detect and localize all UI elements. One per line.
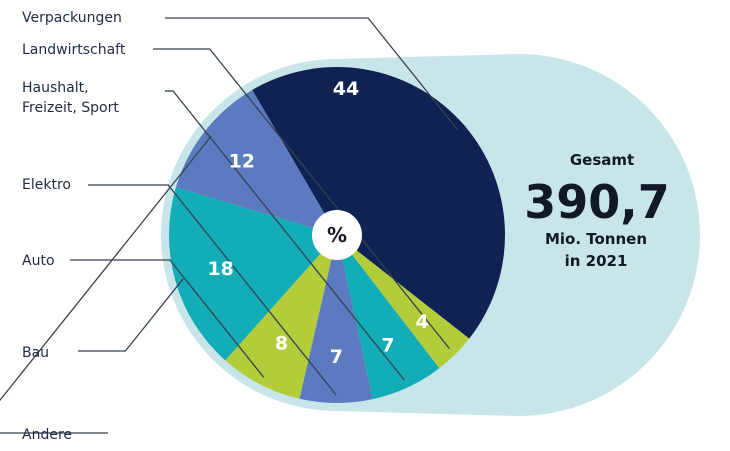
value-label-andere: 12	[229, 150, 255, 172]
value-label-bau: 18	[207, 258, 233, 280]
slice-haushalt-freizeit-sport	[337, 235, 440, 400]
leader-line-haushalt-freizeit-sport	[165, 90, 405, 381]
leader-line-elektro	[88, 184, 337, 396]
total-heading: Gesamt	[570, 151, 634, 169]
category-label-verpackungen: Verpackungen	[22, 10, 122, 26]
slice-auto	[225, 235, 337, 399]
value-label-landwirtschaft: 4	[415, 311, 428, 333]
total-year: in 2021	[565, 252, 628, 270]
leader-line-andere	[0, 135, 212, 434]
slice-elektro	[299, 235, 373, 403]
category-label-haushalt-freizeit-sport: Haushalt, Freizeit, Sport	[22, 80, 119, 116]
slice-landwirtschaft	[337, 235, 470, 369]
center-label: %	[327, 223, 347, 247]
slice-andere	[175, 89, 337, 235]
total-value: 390,7	[524, 175, 670, 229]
value-label-elektro: 7	[330, 346, 343, 368]
slice-verpackungen	[252, 67, 505, 339]
slice-bau	[169, 187, 337, 361]
category-label-elektro: Elektro	[22, 177, 71, 193]
center-hole	[312, 210, 362, 260]
value-label-haushalt-freizeit-sport: 7	[381, 335, 394, 357]
value-label-verpackungen: 44	[333, 78, 359, 100]
category-label-andere: Andere	[22, 427, 72, 443]
leader-line-landwirtschaft	[153, 48, 451, 350]
category-label-auto: Auto	[22, 253, 55, 269]
total-unit: Mio. Tonnen	[545, 230, 647, 248]
value-label-auto: 8	[275, 332, 288, 354]
leader-line-auto	[70, 259, 265, 378]
leader-line-bau	[78, 278, 184, 352]
category-label-bau: Bau	[22, 345, 49, 361]
leader-line-verpackungen	[165, 17, 459, 131]
category-label-landwirtschaft: Landwirtschaft	[22, 42, 126, 58]
